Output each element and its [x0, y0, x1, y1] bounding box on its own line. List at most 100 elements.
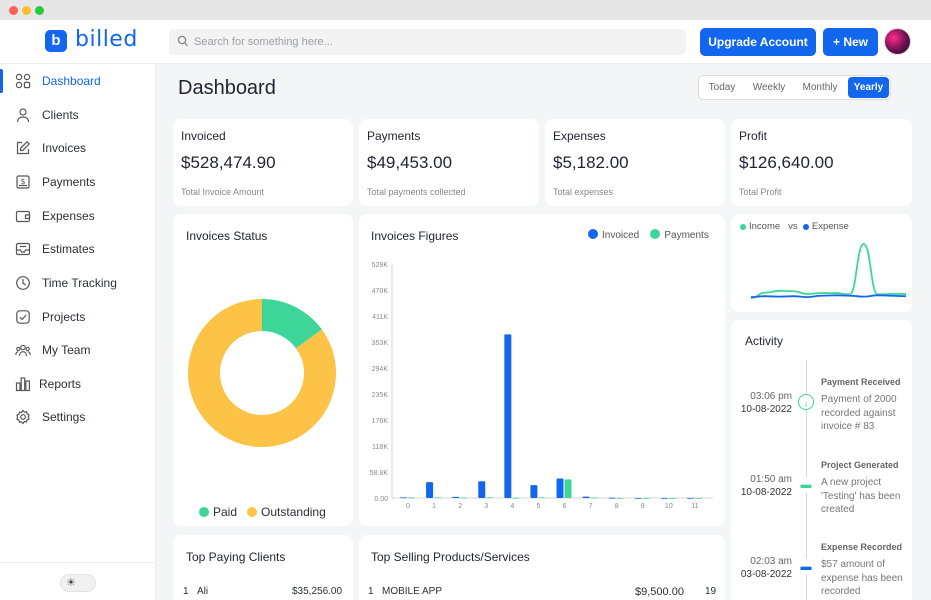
- bar-payments-9[interactable]: [642, 498, 650, 499]
- sidebar-item-label: Settings: [42, 410, 86, 424]
- bar-chart-icon: [15, 377, 30, 392]
- search-input[interactable]: [194, 29, 674, 55]
- range-option-monthly[interactable]: Monthly: [802, 82, 838, 93]
- date-range-selector: Today Weekly Monthly Yearly: [698, 75, 891, 100]
- activity-time: 02:03 am 03-08-2022: [736, 555, 792, 581]
- window-titlebar: [0, 0, 931, 20]
- sidebar-item-payments[interactable]: $ Payments: [0, 167, 155, 197]
- sidebar-divider: [0, 562, 155, 563]
- invoices-figures-chart: 0.0058.8K118K176K235K294K353K411K470K529…: [370, 262, 713, 510]
- sidebar-item-clients[interactable]: Clients: [0, 100, 155, 130]
- sidebar-item-label: Invoices: [42, 141, 87, 155]
- bar-invoiced-5[interactable]: [530, 485, 538, 498]
- sidebar-item-dashboard[interactable]: Dashboard: [0, 66, 155, 96]
- bar-payments-8[interactable]: [616, 498, 624, 499]
- search-icon: [177, 35, 188, 47]
- bar-invoiced-11[interactable]: [686, 498, 694, 499]
- x-tick-label: 1: [432, 503, 436, 510]
- stat-title: Invoiced: [181, 129, 226, 143]
- stat-subtitle: Total Invoice Amount: [181, 187, 265, 197]
- y-tick-label: 0.00: [374, 496, 388, 503]
- bar-invoiced-6[interactable]: [556, 478, 564, 498]
- sidebar-item-projects[interactable]: Projects: [0, 302, 155, 332]
- bar-invoiced-1[interactable]: [426, 482, 434, 498]
- avatar[interactable]: [884, 28, 911, 55]
- bar-payments-1[interactable]: [434, 497, 442, 499]
- sidebar-item-label: Clients: [42, 108, 79, 122]
- x-tick-label: 8: [615, 503, 619, 510]
- new-button-label: New: [843, 35, 869, 49]
- legend-vs: vs: [788, 221, 798, 232]
- bar-payments-0[interactable]: [408, 497, 415, 499]
- card-title: Top Selling Products/Services: [371, 550, 530, 564]
- bar-invoiced-3[interactable]: [478, 481, 486, 498]
- minimize-window-button[interactable]: [22, 6, 31, 15]
- legend-paid[interactable]: Paid: [213, 505, 238, 519]
- sidebar-item-invoices[interactable]: Invoices: [0, 133, 155, 163]
- line-expense[interactable]: [750, 294, 907, 299]
- bar-invoiced-9[interactable]: [634, 498, 642, 499]
- maximize-window-button[interactable]: [35, 6, 44, 15]
- sidebar: Dashboard Clients Invoices $ Payments Ex…: [0, 64, 156, 600]
- legend-swatch: [802, 224, 809, 230]
- bar-payments-4[interactable]: [512, 497, 520, 499]
- legend-invoiced[interactable]: Invoiced: [602, 230, 640, 241]
- legend-payments[interactable]: Payments: [664, 230, 709, 241]
- bar-invoiced-0[interactable]: [400, 497, 407, 499]
- range-option-weekly[interactable]: Weekly: [752, 82, 786, 93]
- x-tick-label: 4: [510, 503, 514, 510]
- invoices-figures-card: Invoices Figures Invoiced Payments 0.00 5…: [359, 214, 725, 526]
- line-income[interactable]: [750, 243, 906, 299]
- range-option-today[interactable]: Today: [708, 82, 736, 93]
- sidebar-item-my-team[interactable]: My Team: [0, 335, 155, 365]
- sun-icon: ☀: [66, 577, 76, 589]
- activity-date: 10-08-2022: [740, 404, 792, 415]
- bar-invoiced-2[interactable]: [452, 496, 460, 498]
- legend-swatch: [247, 507, 258, 517]
- client-rank: 1: [183, 586, 189, 597]
- legend-outstanding[interactable]: Outstanding: [261, 505, 326, 519]
- bar-payments-10[interactable]: [668, 498, 676, 499]
- activity-date: 03-08-2022: [740, 569, 792, 580]
- bar-payments-6[interactable]: [564, 479, 572, 498]
- income-expense-card: Income vs Expense: [731, 214, 912, 312]
- stat-card-invoiced[interactable]: Invoiced $528,474.90 Total Invoice Amoun…: [173, 119, 353, 206]
- product-name: MOBILE APP: [382, 586, 443, 597]
- sidebar-item-label: My Team: [42, 343, 91, 357]
- donut-slice-paid[interactable]: [262, 299, 322, 349]
- stat-card-expenses[interactable]: Expenses $5,182.00 Total expenses: [545, 119, 725, 206]
- bar-payments-7[interactable]: [590, 497, 598, 499]
- sidebar-item-time-tracking[interactable]: Time Tracking: [0, 268, 155, 298]
- upgrade-account-button[interactable]: Upgrade Account: [700, 28, 816, 56]
- logo-icon[interactable]: b: [45, 30, 67, 52]
- bar-invoiced-10[interactable]: [660, 498, 668, 499]
- activity-date: 10-08-2022: [740, 487, 792, 498]
- product-count: 19: [705, 586, 717, 597]
- stat-card-profit[interactable]: Profit $126,640.00 Total Profit: [731, 119, 912, 206]
- legend-swatch: [588, 229, 598, 239]
- bar-invoiced-7[interactable]: [582, 496, 590, 498]
- activity-time-text: 01:50 am: [750, 474, 792, 485]
- sidebar-item-estimates[interactable]: Estimates: [0, 234, 155, 264]
- sidebar-item-expenses[interactable]: Expenses: [0, 201, 155, 231]
- bar-payments-5[interactable]: [538, 497, 546, 499]
- bar-invoiced-4[interactable]: [504, 334, 512, 498]
- bar-payments-3[interactable]: [486, 497, 494, 499]
- bar-payments-11[interactable]: [694, 498, 702, 499]
- bar-invoiced-8[interactable]: [608, 497, 616, 499]
- theme-toggle[interactable]: ☀: [60, 574, 96, 592]
- sidebar-item-reports[interactable]: Reports: [0, 369, 155, 399]
- range-option-yearly[interactable]: Yearly: [848, 77, 889, 98]
- close-window-button[interactable]: [9, 6, 18, 15]
- product-amount: $9,500.00: [635, 586, 684, 598]
- new-button[interactable]: + New: [823, 28, 878, 56]
- edit-icon: [16, 140, 31, 155]
- activity-card: Activity 03:06 pm 10-08-2022 ↓ Payment Re…: [731, 320, 912, 600]
- bar-payments-2[interactable]: [460, 497, 468, 499]
- sidebar-item-settings[interactable]: Settings: [0, 402, 155, 432]
- app-name[interactable]: billed: [75, 27, 138, 52]
- stat-card-payments[interactable]: Payments $49,453.00 Total payments colle…: [359, 119, 539, 206]
- donut-slice-outstanding[interactable]: [188, 299, 336, 447]
- x-tick-label: 3: [484, 503, 488, 510]
- search-bar[interactable]: [169, 29, 686, 55]
